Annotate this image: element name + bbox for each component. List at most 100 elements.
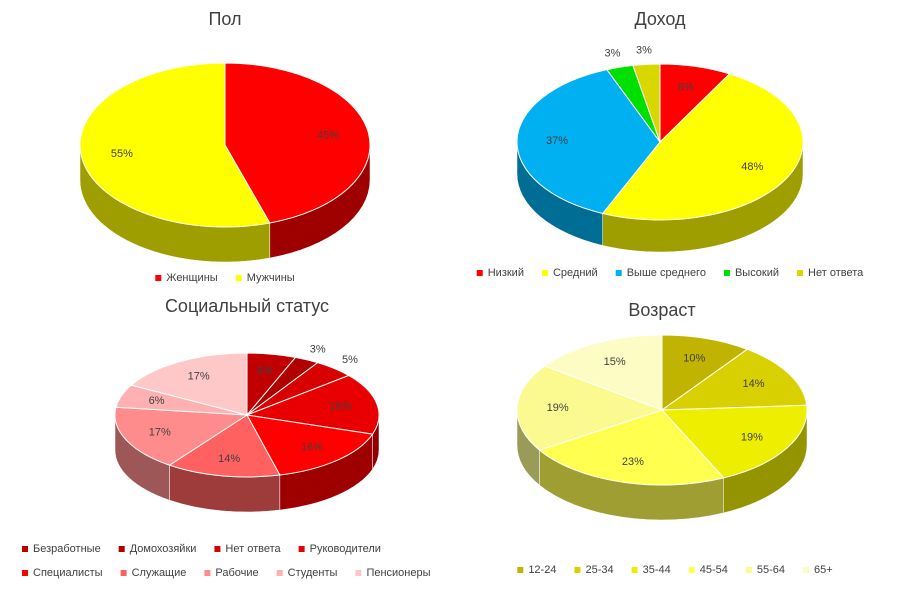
slice bbox=[632, 63, 661, 143]
legend-label: 12-24 bbox=[528, 564, 556, 576]
legend-label: Руководители bbox=[310, 543, 381, 555]
legend-marker bbox=[615, 270, 622, 276]
legend-marker bbox=[797, 270, 804, 276]
slice bbox=[661, 334, 749, 411]
data-label: 45% bbox=[317, 130, 339, 142]
legend-label: Высокий bbox=[735, 267, 779, 279]
legend-marker bbox=[276, 570, 283, 576]
slice bbox=[660, 404, 808, 479]
legend-item: Мужчины bbox=[235, 272, 295, 284]
legend-label: Мужчины bbox=[247, 272, 295, 284]
legend-item: Выше среднего bbox=[615, 267, 706, 279]
slice bbox=[601, 73, 804, 221]
legend-marker bbox=[631, 567, 638, 573]
slice bbox=[660, 348, 808, 411]
legend-marker bbox=[476, 270, 483, 276]
legend-label: Нет ответа bbox=[225, 543, 281, 555]
pie-chart: Возраст 10% 14% 19% 23% 19% 15% 12-24 25-34 35-44… bbox=[516, 300, 833, 576]
legend-label: Низкий bbox=[488, 267, 524, 279]
legend-marker bbox=[688, 567, 695, 573]
pie-chart: Пол 45% 55% Женщины Мужчины bbox=[79, 9, 371, 284]
legend-item: Специалисты bbox=[22, 567, 103, 579]
data-label: 15% bbox=[604, 356, 626, 368]
data-label: 23% bbox=[622, 456, 644, 468]
data-label: 48% bbox=[741, 161, 763, 173]
legend-item: Служащие bbox=[120, 567, 187, 579]
legend-item: 55-64 bbox=[745, 564, 785, 576]
legend-marker bbox=[574, 567, 581, 573]
data-label: 3% bbox=[310, 344, 326, 356]
slice bbox=[543, 334, 663, 411]
legend-marker bbox=[803, 567, 810, 573]
slice bbox=[516, 69, 661, 215]
legend-item: 35-44 bbox=[631, 564, 671, 576]
data-label: 5% bbox=[342, 354, 358, 366]
data-label: 14% bbox=[218, 453, 240, 465]
legend-item: 65+ bbox=[803, 564, 833, 576]
pie-sides bbox=[114, 414, 380, 513]
data-label: 3% bbox=[605, 48, 621, 60]
chart-title: Социальный статус bbox=[165, 296, 329, 316]
chart-title: Доход bbox=[634, 9, 686, 29]
legend-label: Рабочие bbox=[215, 567, 258, 579]
legend-item: Нет ответа bbox=[214, 543, 282, 555]
data-label: 6% bbox=[257, 365, 273, 377]
legend-marker bbox=[214, 546, 221, 552]
legend-label: Специалисты bbox=[33, 567, 103, 579]
slice bbox=[130, 352, 248, 416]
pie-chart: Социальный статус 6% 3% 5% 16% 16% 14% 17% 6% 17%… bbox=[22, 296, 431, 579]
legend-marker bbox=[120, 570, 127, 576]
legend-label: Служащие bbox=[132, 567, 187, 579]
legend-item: Низкий bbox=[476, 267, 524, 279]
chart-title: Пол bbox=[208, 9, 241, 29]
legend-item: Женщины bbox=[155, 272, 218, 284]
legend-label: 45-54 bbox=[700, 564, 728, 576]
slice bbox=[538, 409, 725, 486]
slice bbox=[79, 62, 271, 228]
legend-item: Высокий bbox=[723, 267, 779, 279]
legend-marker bbox=[355, 570, 362, 576]
data-label: 16% bbox=[329, 401, 351, 413]
legend-label: Пенсионеры bbox=[366, 567, 430, 579]
legend-label: Средний bbox=[553, 267, 598, 279]
data-label: 3% bbox=[636, 44, 652, 56]
legend-marker bbox=[204, 570, 211, 576]
legend-label: Домохозяйки bbox=[130, 543, 197, 555]
legend-label: 55-64 bbox=[757, 564, 785, 576]
pie-tops bbox=[516, 334, 808, 486]
data-label: 10% bbox=[683, 353, 705, 365]
data-label: 55% bbox=[111, 148, 133, 160]
legend-label: Нет ответа bbox=[808, 267, 864, 279]
pie-chart: Доход 8% 48% 37% 3% 3% Низкий Средний Выше средн… bbox=[476, 9, 864, 279]
legend-item: 25-34 bbox=[574, 564, 614, 576]
data-label: 17% bbox=[149, 427, 171, 439]
legend-label: 65+ bbox=[814, 564, 833, 576]
legend-item: Рабочие bbox=[204, 567, 259, 579]
data-label: 37% bbox=[546, 135, 568, 147]
slice bbox=[224, 62, 371, 224]
legend-item: Средний bbox=[541, 267, 598, 279]
pie-tops bbox=[516, 63, 804, 221]
pie-tops bbox=[79, 62, 371, 228]
legend-marker bbox=[235, 275, 242, 281]
data-label: 16% bbox=[301, 441, 323, 453]
legend-label: Выше среднего bbox=[627, 267, 706, 279]
legend-label: Безработные bbox=[33, 543, 101, 555]
legend-marker bbox=[723, 270, 730, 276]
slice bbox=[246, 414, 374, 476]
legend-marker bbox=[745, 567, 752, 573]
legend-item: Домохозяйки bbox=[118, 543, 197, 555]
legend-label: Студенты bbox=[288, 567, 338, 579]
data-label: 8% bbox=[678, 82, 694, 94]
pie-tops bbox=[114, 352, 380, 478]
slice bbox=[245, 374, 380, 435]
legend-marker bbox=[118, 546, 125, 552]
legend-item: Руководители bbox=[298, 543, 381, 555]
legend-label: 35-44 bbox=[643, 564, 671, 576]
legend-marker bbox=[22, 546, 28, 552]
data-label: 19% bbox=[547, 402, 569, 414]
slice bbox=[168, 414, 281, 478]
legend-label: 25-34 bbox=[585, 564, 613, 576]
data-label: 6% bbox=[149, 395, 165, 407]
